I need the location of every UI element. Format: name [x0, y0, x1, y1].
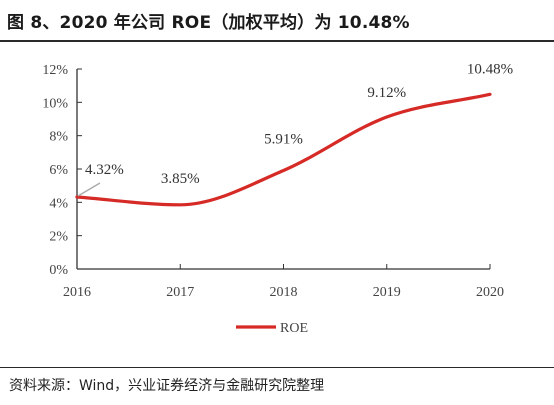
data-label: 9.12% — [367, 85, 406, 101]
y-tick-label: 4% — [49, 196, 68, 211]
x-tick-label: 2017 — [166, 285, 194, 300]
y-tick-label: 8% — [49, 130, 68, 145]
x-tick-label: 2019 — [373, 285, 401, 300]
y-tick-label: 0% — [49, 263, 68, 278]
data-label-leader — [77, 182, 101, 197]
x-tick-label: 2018 — [270, 285, 298, 300]
source-note: 资料来源：Wind，兴业证券经济与金融研究院整理 — [9, 378, 325, 394]
y-tick-label: 2% — [49, 230, 68, 245]
legend-label: ROE — [280, 321, 308, 336]
data-label: 5.91% — [264, 132, 303, 148]
y-tick-label: 12% — [42, 63, 68, 78]
roe-series-line — [75, 92, 492, 207]
x-tick-label: 2020 — [476, 285, 504, 300]
y-tick-label: 6% — [49, 163, 68, 178]
x-tick-label: 2016 — [63, 285, 91, 300]
top-rule — [0, 40, 554, 42]
data-label: 3.85% — [161, 171, 200, 187]
data-label: 4.32% — [85, 162, 124, 178]
data-label: 10.48% — [467, 61, 513, 77]
y-tick-label: 10% — [42, 96, 68, 111]
figure-title: 图 8、2020 年公司 ROE（加权平均）为 10.48% — [7, 13, 410, 33]
bottom-rule — [0, 367, 554, 368]
